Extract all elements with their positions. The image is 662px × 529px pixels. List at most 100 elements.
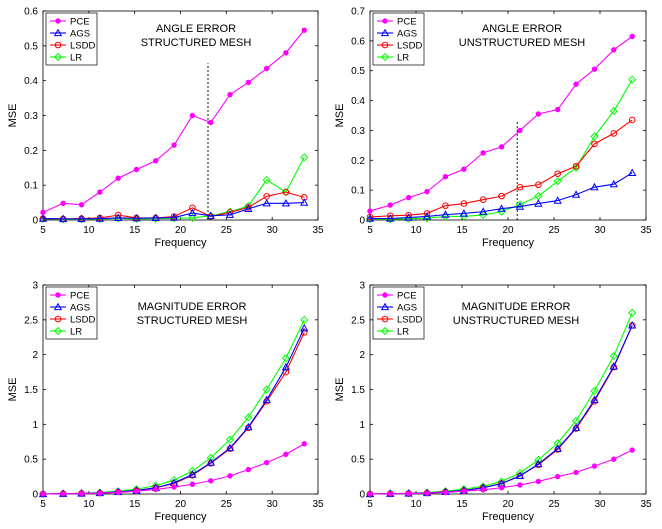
data-point: [300, 153, 309, 162]
data-point: [151, 213, 160, 222]
data-point: [459, 212, 468, 221]
data-point: [244, 422, 253, 431]
data-point: [153, 486, 159, 493]
data-point: [207, 213, 215, 220]
x-tick-label: 20: [175, 499, 187, 510]
legend-label: LR: [70, 52, 82, 63]
x-tick-label: 25: [548, 225, 560, 236]
x-axis-label: Frequency: [482, 237, 534, 249]
data-point: [571, 423, 581, 431]
legend-box: [372, 286, 425, 340]
y-tick-label: 0.5: [351, 66, 365, 77]
series-line: [42, 327, 305, 495]
data-point: [611, 47, 617, 53]
series-pce: [40, 27, 307, 216]
y-tick-label: 1: [359, 420, 365, 431]
legend-label: LSDD: [397, 314, 422, 325]
data-point: [515, 468, 525, 478]
data-point: [517, 482, 523, 488]
panel-annotation: STRUCTURED MESH: [137, 315, 248, 327]
data-point: [535, 111, 542, 117]
data-point: [281, 354, 291, 363]
legend-label: LSDD: [70, 40, 95, 51]
data-point: [554, 106, 561, 113]
y-axis-label: MSE: [334, 104, 346, 128]
data-point: [381, 315, 389, 323]
x-tick-label: 35: [640, 225, 652, 236]
y-tick-label: 0.5: [24, 41, 38, 52]
data-point: [171, 484, 177, 490]
x-tick-label: 15: [456, 499, 468, 510]
data-point: [535, 461, 542, 469]
data-point: [629, 447, 635, 453]
data-point: [206, 211, 215, 219]
chart-panel-2: 5 10 15 20 25 30 35 0 0.1 0.2 0.3 0.4 0.5 0.6 0.7 Frequ…: [334, 7, 652, 250]
data-point: [534, 199, 543, 207]
x-axis-label: Frequency: [155, 511, 207, 523]
y-axis-label: MSE: [334, 378, 346, 402]
data-point: [300, 323, 309, 332]
data-point: [225, 443, 235, 452]
legend-label: LR: [397, 52, 409, 63]
data-point: [40, 491, 46, 497]
data-point: [479, 207, 488, 215]
data-point: [590, 182, 599, 191]
data-point: [498, 192, 505, 200]
data-point: [424, 490, 430, 496]
legend-box: [45, 286, 98, 340]
data-point: [497, 207, 506, 216]
data-point: [225, 435, 235, 444]
y-tick-label: 0.6: [351, 36, 365, 47]
data-point: [609, 351, 618, 361]
data-point: [442, 202, 449, 209]
data-point: [244, 204, 253, 212]
legend-label: PCE: [70, 16, 90, 27]
data-point: [610, 363, 618, 371]
data-point: [262, 198, 271, 207]
data-point: [515, 471, 525, 480]
data-point: [262, 395, 271, 404]
x-tick-label: 20: [175, 225, 187, 236]
x-tick-label: 30: [267, 499, 279, 510]
data-point: [245, 466, 252, 473]
series-lsdd: [39, 329, 308, 498]
series-lsdd: [366, 116, 636, 221]
chart-panel-1: 5 10 15 20 25 30 35 0 0.1 0.2 0.3 0.4 0.5 0.6 Frequenc…: [7, 7, 324, 250]
data-point: [535, 181, 542, 189]
data-point: [300, 329, 308, 336]
data-point: [628, 116, 636, 124]
data-point: [498, 485, 505, 491]
data-point: [263, 459, 270, 466]
series-lsdd: [366, 322, 636, 498]
data-point: [590, 386, 599, 396]
data-point: [629, 33, 635, 40]
data-point: [628, 168, 637, 176]
data-point: [591, 463, 598, 469]
data-point: [169, 213, 179, 221]
data-point: [609, 106, 618, 116]
x-tick-label: 5: [367, 499, 373, 510]
data-point: [515, 202, 525, 210]
data-point: [77, 214, 86, 223]
legend-label: PCE: [397, 290, 417, 301]
data-point: [60, 200, 66, 206]
data-point: [382, 292, 388, 298]
data-point: [244, 201, 253, 211]
data-point: [424, 188, 430, 195]
data-point: [300, 315, 309, 324]
series-lr: [38, 315, 309, 499]
x-tick-label: 10: [410, 225, 422, 236]
data-point: [206, 458, 215, 466]
data-point: [515, 200, 525, 209]
data-point: [480, 487, 486, 493]
data-point: [386, 214, 395, 222]
data-point: [38, 214, 48, 222]
data-point: [55, 292, 61, 298]
data-point: [442, 489, 449, 496]
data-point: [461, 166, 467, 172]
x-tick-label: 30: [594, 499, 606, 510]
data-point: [534, 455, 543, 464]
y-tick-label: 0.5: [351, 455, 365, 466]
x-tick-label: 30: [594, 225, 606, 236]
data-point: [281, 198, 291, 207]
